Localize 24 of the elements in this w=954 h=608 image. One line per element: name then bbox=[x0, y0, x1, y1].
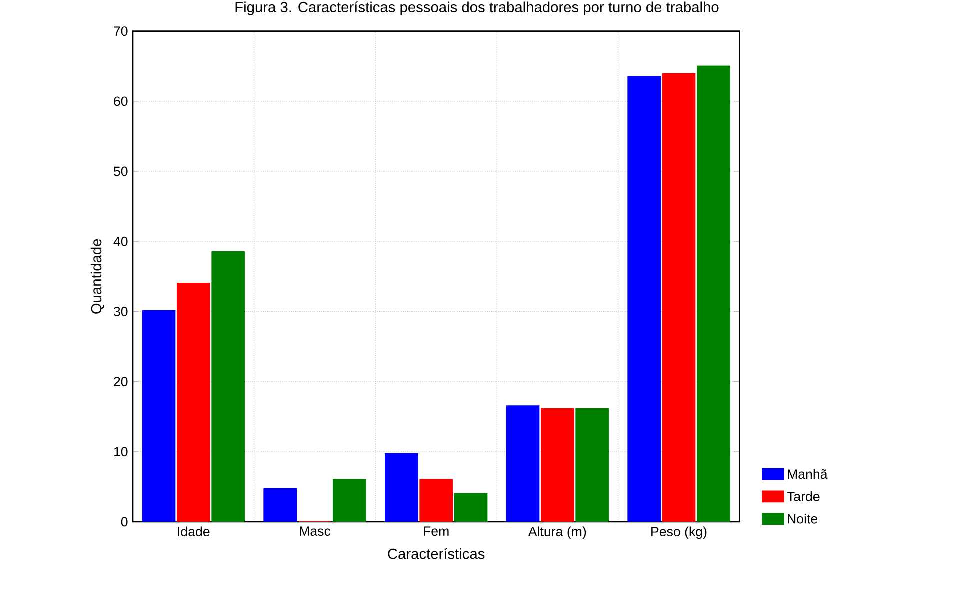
y-tick-label: 60 bbox=[114, 96, 128, 106]
x-tick-label: Peso (kg) bbox=[652, 526, 707, 540]
x-tick-label: Fem bbox=[424, 526, 449, 536]
y-tick-label: 0 bbox=[121, 517, 128, 527]
y-tick-label: 10 bbox=[114, 447, 128, 457]
legend-label: Manhã bbox=[788, 469, 828, 480]
legend-label: Noite bbox=[788, 514, 818, 524]
y-axis-title: Quantidade bbox=[90, 239, 104, 314]
bar bbox=[696, 66, 730, 522]
bar bbox=[454, 493, 488, 522]
y-tick-label: 30 bbox=[114, 307, 128, 316]
legend-label: Tarde bbox=[787, 492, 820, 502]
y-tick-label: 50 bbox=[114, 166, 128, 176]
chart-title: Figura 3. Características pessoais dos trabalhadores por turno de trabalho bbox=[236, 2, 719, 16]
y-tick-label: 70 bbox=[114, 26, 128, 36]
bar bbox=[212, 251, 246, 522]
y-tick-label: 20 bbox=[114, 377, 128, 387]
y-tick-label: 40 bbox=[114, 236, 128, 246]
bar bbox=[333, 479, 366, 522]
x-tick-label: Idade bbox=[178, 526, 210, 536]
bar bbox=[576, 408, 609, 522]
x-tick-label: Altura (m) bbox=[528, 526, 586, 540]
x-axis-title: Características bbox=[388, 548, 485, 560]
x-tick-label: Masc bbox=[300, 526, 331, 536]
